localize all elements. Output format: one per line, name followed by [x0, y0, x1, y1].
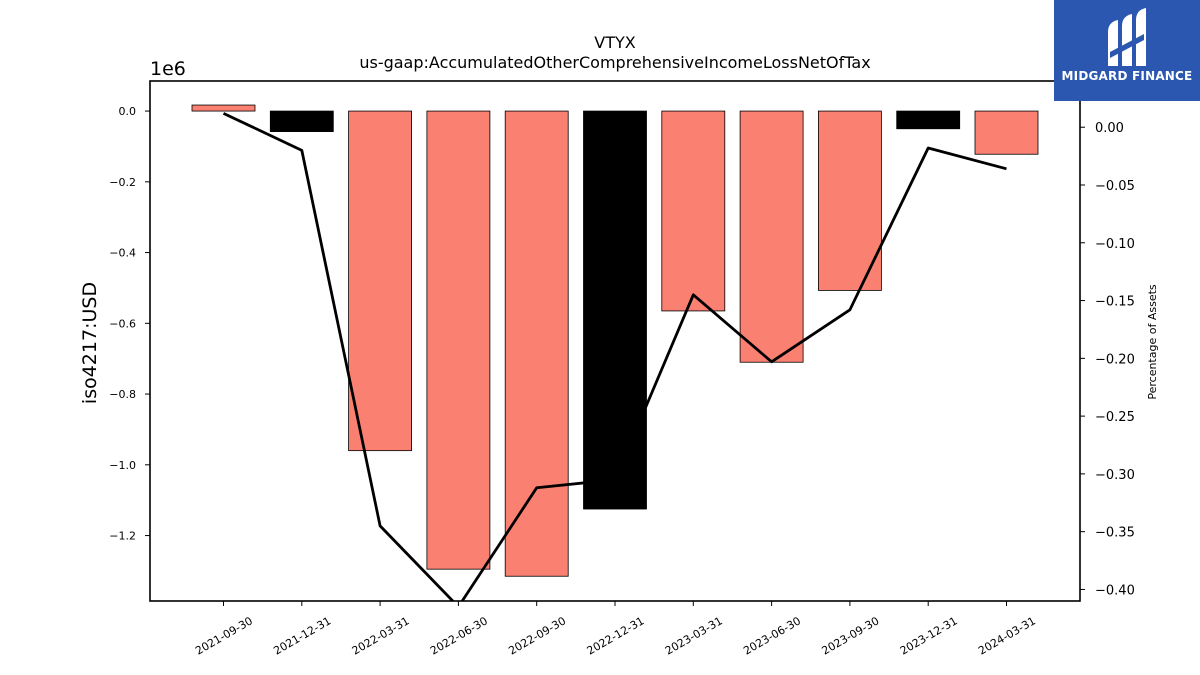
y2-tick-label: −0.15: [1095, 295, 1135, 310]
bar-2023-03-31: [661, 110, 726, 312]
bar-2021-09-30: [191, 104, 256, 112]
y-tick-label: −0.2: [109, 176, 136, 189]
y-tick-label: 0.0: [119, 105, 137, 118]
bar-2023-12-31: [896, 110, 961, 130]
x-tick-label: 2023-09-30: [820, 614, 882, 657]
chart-title: VTYX: [594, 33, 635, 52]
y2-axis: 0.00 −0.05 −0.10 −0.15 −0.20 −0.25 −0.30 −0.35 −…: [1080, 121, 1135, 598]
x-tick-label: 2021-09-30: [193, 614, 255, 657]
x-tick-label: 2022-12-31: [585, 614, 647, 657]
y2-tick-label: 0.00: [1095, 121, 1124, 136]
bar-2022-09-30: [504, 110, 569, 577]
x-tick-label: 2023-12-31: [898, 614, 960, 657]
y2-axis-label: Percentage of Assets: [1146, 284, 1159, 400]
chart-subtitle: us-gaap:AccumulatedOtherComprehensiveInc…: [359, 53, 870, 72]
midgard-logo-icon: [1108, 8, 1146, 66]
x-tick-label: 2023-06-30: [741, 614, 803, 657]
bar-2023-06-30: [739, 110, 804, 363]
bar-2022-06-30: [426, 110, 491, 570]
x-tick-label: 2022-03-31: [350, 614, 412, 657]
y-tick-label: −0.4: [109, 247, 136, 260]
bar-2022-03-31: [348, 110, 413, 452]
x-tick-label: 2023-03-31: [663, 614, 725, 657]
bar-2022-12-31: [583, 110, 647, 510]
x-tick-label: 2022-09-30: [506, 614, 568, 657]
y2-tick-label: −0.10: [1095, 237, 1135, 252]
x-tick-label: 2024-03-31: [976, 614, 1038, 657]
percentage-of-assets-line: [222, 112, 1007, 601]
line-layer: [222, 112, 1007, 601]
y-scale-label: 1e6: [150, 58, 186, 80]
bar-2023-09-30: [818, 110, 882, 291]
y2-tick-label: −0.40: [1095, 583, 1135, 598]
bars-layer: [191, 104, 1039, 577]
x-tick-label: 2021-12-31: [271, 614, 333, 657]
y-tick-label: −1.2: [109, 530, 136, 543]
y-tick-label: −0.6: [109, 317, 136, 330]
y-axis-label: iso4217:USD: [79, 282, 101, 404]
x-axis: 2021-09-30 2021-12-31 2022-03-31 2022-06-30…: [193, 601, 1038, 658]
y2-tick-label: −0.30: [1095, 468, 1135, 483]
brand-logo: MIDGARD FINANCE: [1054, 0, 1200, 101]
bar-2021-12-31: [269, 110, 334, 132]
y-axis: 0.0 −0.2 −0.4 −0.6 −0.8 −1.0 −1.2: [109, 105, 150, 543]
bar-2024-03-31: [974, 110, 1039, 155]
logo-text: MIDGARD FINANCE: [1061, 69, 1193, 83]
y2-tick-label: −0.35: [1095, 526, 1135, 541]
y2-tick-label: −0.20: [1095, 352, 1135, 367]
y2-tick-label: −0.25: [1095, 410, 1135, 425]
x-tick-label: 2022-06-30: [428, 614, 490, 657]
y-tick-label: −1.0: [109, 459, 136, 472]
y-tick-label: −0.8: [109, 388, 136, 401]
y2-tick-label: −0.05: [1095, 179, 1135, 194]
